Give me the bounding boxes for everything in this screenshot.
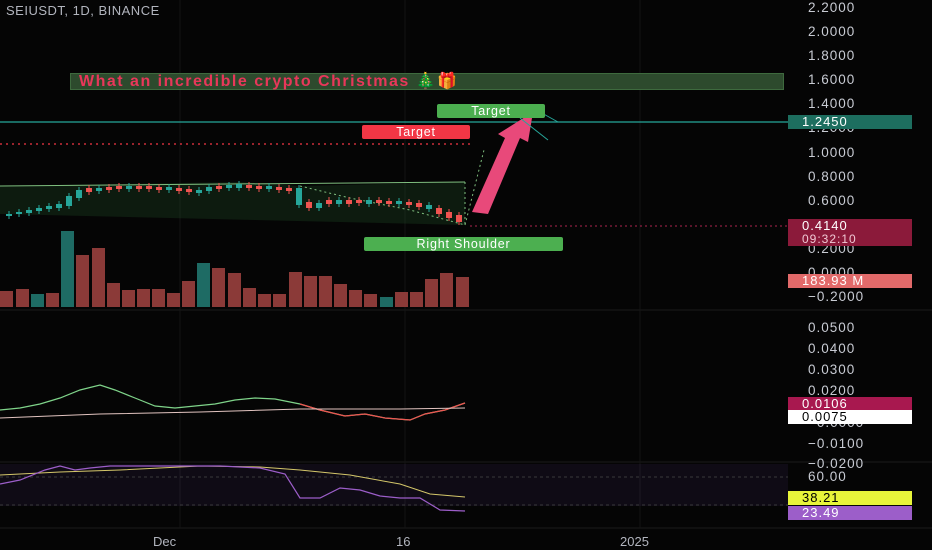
macd-signal-line[interactable] — [0, 407, 466, 419]
price-axis-label: 1.6000 — [808, 72, 856, 87]
macd-axis-label: 0.0200 — [808, 383, 856, 398]
countdown-tag: 09:32:10 — [788, 233, 912, 246]
volume-bar — [107, 283, 120, 307]
volume-bar — [364, 294, 377, 307]
wedge-upper-line[interactable] — [0, 181, 466, 187]
wedge-lower-line[interactable] — [299, 185, 466, 226]
time-label-2025: 2025 — [620, 534, 649, 549]
volume-bar — [304, 276, 317, 307]
volume-bar — [61, 231, 74, 307]
price-axis-label: 2.0000 — [808, 24, 856, 39]
macd-main-tag: 0.0106 — [788, 397, 912, 411]
macd-axis-label: 0.0400 — [808, 341, 856, 356]
volume-bar — [334, 284, 347, 307]
right-shoulder-label[interactable]: Right Shoulder — [364, 237, 563, 251]
volume-bar — [122, 290, 135, 307]
macd-negative-segment — [299, 402, 466, 421]
last-price-tag: 0.4140 — [788, 219, 912, 233]
time-label-dec: Dec — [153, 534, 177, 549]
volume-bar — [380, 297, 393, 307]
christmas-banner[interactable]: What an incredible crypto Christmas 🎄🎁 — [70, 73, 784, 90]
macd-axis-label: 0.0300 — [808, 362, 856, 377]
volume-bar — [289, 272, 302, 307]
volume-layer — [0, 231, 469, 307]
volume-tag: 183.93 M — [788, 274, 912, 288]
volume-bar — [92, 248, 105, 307]
price-axis-label: 1.4000 — [808, 96, 856, 111]
time-label-16: 16 — [396, 534, 411, 549]
volume-bar — [243, 288, 256, 307]
rsi-line[interactable] — [0, 465, 466, 512]
target-level-tag: 1.2450 — [788, 115, 912, 129]
price-axis-label: −0.2000 — [808, 289, 865, 304]
volume-bar — [212, 268, 225, 307]
volume-bar — [152, 289, 165, 307]
rsi-axis-60: 60.00 — [808, 469, 847, 484]
volume-bar — [197, 263, 210, 307]
volume-bar — [182, 281, 195, 307]
price-axis-label: 0.8000 — [808, 169, 856, 184]
volume-bar — [273, 294, 286, 307]
price-axis-label: 0.6000 — [808, 193, 856, 208]
volume-bar — [31, 294, 44, 307]
price-axis-label: 1.0000 — [808, 145, 856, 160]
price-axis-label: 1.8000 — [808, 48, 856, 63]
candles-layer — [6, 181, 462, 225]
volume-bar — [0, 291, 13, 307]
volume-bar — [167, 293, 180, 307]
volume-bar — [410, 292, 423, 307]
rsi-signal-tag: 23.49 — [788, 506, 912, 520]
volume-bar — [395, 292, 408, 307]
volume-bar — [46, 293, 59, 307]
rsi-main-tag: 38.21 — [788, 491, 912, 505]
volume-bar — [16, 289, 29, 307]
macd-axis-label: −0.0200 — [808, 456, 865, 471]
target-green-label[interactable]: Target — [437, 104, 545, 118]
volume-bar — [228, 273, 241, 307]
macd-signal-tag: 0.0075 — [788, 410, 912, 424]
macd-axis-label: −0.0100 — [808, 436, 865, 451]
volume-bar — [349, 290, 362, 307]
target-red-label[interactable]: Target — [362, 125, 470, 139]
breakout-arrow[interactable] — [472, 112, 533, 214]
price-axis-label: 2.2000 — [808, 0, 856, 15]
volume-bar — [425, 279, 438, 307]
wedge-pattern[interactable] — [0, 182, 465, 225]
volume-bar — [456, 277, 469, 307]
symbol-title[interactable]: SEIUSDT, 1D, BINANCE — [6, 3, 160, 18]
breakout-projection-line[interactable] — [464, 149, 485, 226]
volume-bar — [258, 294, 271, 307]
volume-bar — [319, 276, 332, 307]
rsi-ma-line[interactable] — [0, 465, 466, 498]
volume-bar — [76, 255, 89, 307]
volume-bar — [440, 273, 453, 307]
volume-bar — [137, 289, 150, 307]
macd-axis-label: 0.0500 — [808, 320, 856, 335]
